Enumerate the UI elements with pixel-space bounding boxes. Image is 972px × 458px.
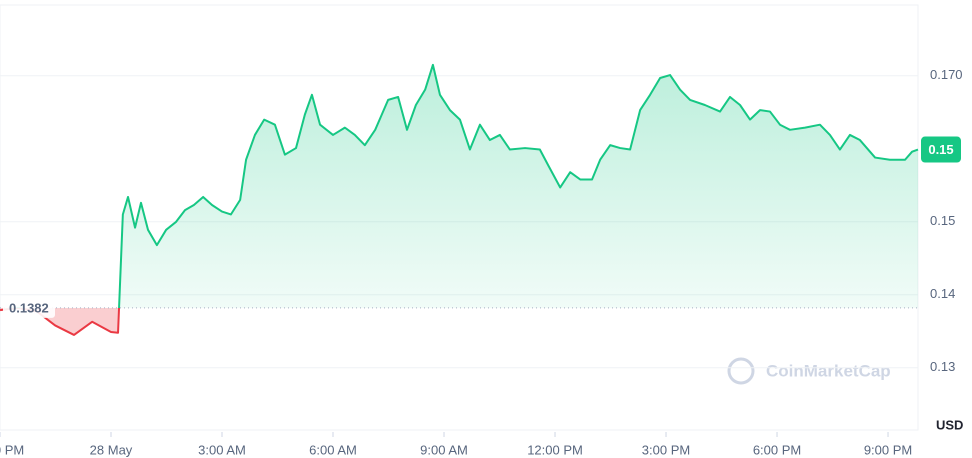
y-tick-label: 0.14: [930, 286, 955, 301]
price-area: [0, 64, 918, 335]
watermark-text: CoinMarketCap: [766, 361, 891, 380]
x-tick-label: 3:00 PM: [642, 442, 690, 457]
reference-label: 0.1382: [9, 300, 49, 315]
y-tick-label: 0.13: [930, 359, 955, 374]
x-tick-label: 6:00 PM: [753, 442, 801, 457]
x-tick-label: 28 May: [90, 442, 133, 457]
x-tick-label: 12:00 PM: [527, 442, 583, 457]
x-tick-label: 9:00 AM: [420, 442, 468, 457]
y-tick-label: 0.170: [930, 67, 963, 82]
x-tick-label: 6:00 AM: [309, 442, 357, 457]
price-badge: [921, 136, 961, 163]
y-unit: USD: [936, 417, 963, 432]
reference-label-box: [3, 297, 55, 318]
price-badge-label: 0.15: [928, 142, 953, 157]
x-tick-label: 3:00 AM: [198, 442, 246, 457]
x-tick-label: 9:00 PM: [0, 442, 24, 457]
watermark: CoinMarketCap: [727, 357, 891, 385]
x-tick-label: 9:00 PM: [864, 442, 912, 457]
price-line: [0, 63, 919, 336]
y-tick-label: 0.15: [930, 213, 955, 228]
